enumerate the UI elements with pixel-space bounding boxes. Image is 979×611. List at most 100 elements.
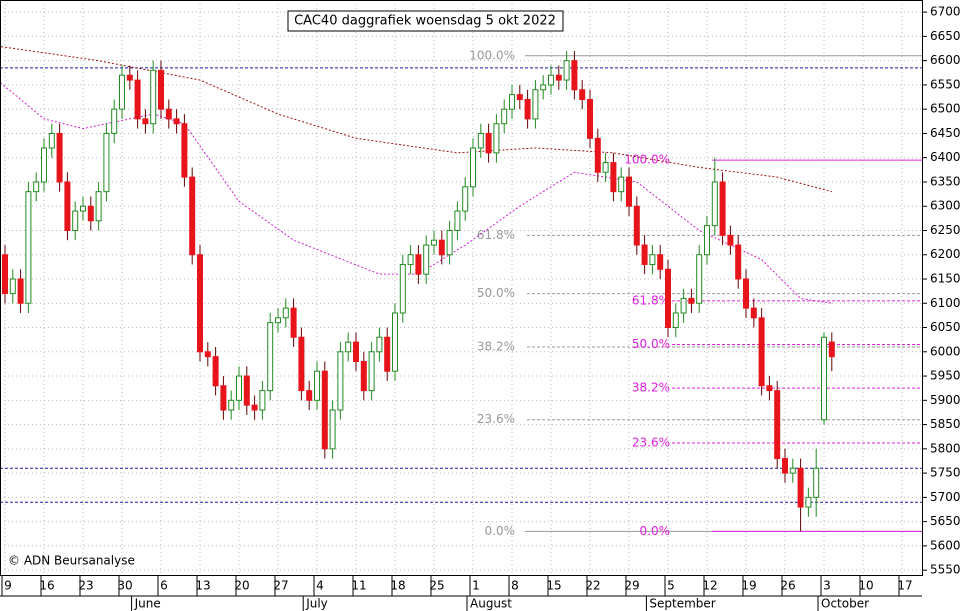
candle-body: [282, 307, 289, 319]
candle-body: [56, 132, 63, 183]
candle-body: [711, 181, 718, 227]
candle-body: [41, 147, 47, 183]
candle-body: [657, 254, 664, 270]
candle-body: [181, 123, 188, 178]
candle-body: [150, 69, 157, 125]
candle-body: [524, 98, 531, 120]
fib-label: 61.8%: [632, 293, 670, 307]
candle-body: [454, 210, 461, 231]
candle-body: [501, 108, 508, 125]
x-tick-label: 23: [78, 579, 93, 593]
candle-body: [618, 176, 625, 193]
candle-body: [563, 60, 570, 81]
x-tick-label: 1: [472, 579, 480, 593]
candle-body: [165, 108, 172, 120]
x-tick-label: 19: [741, 579, 756, 593]
x-tick-label: 15: [546, 579, 561, 593]
candle-body: [111, 108, 118, 134]
candle-body: [688, 297, 695, 304]
candle-body: [314, 370, 320, 401]
y-tick-label: 6000: [930, 344, 961, 358]
candle-body: [540, 84, 547, 91]
candle-body: [680, 297, 687, 314]
candle-body: [329, 409, 336, 450]
candle-body: [782, 458, 788, 474]
candle-body: [477, 132, 484, 149]
month-label: June: [134, 597, 161, 611]
candle-body: [197, 254, 203, 353]
x-tick-label: 8: [511, 579, 519, 593]
candle-body: [345, 341, 352, 353]
candle-body: [789, 467, 796, 474]
x-tick-label: 13: [195, 579, 210, 593]
fib-label: 100.0%: [624, 153, 670, 167]
candle-body: [275, 317, 281, 324]
x-tick-label: 6: [160, 579, 168, 593]
fib-label: 50.0%: [632, 337, 670, 351]
y-tick-label: 6500: [930, 102, 961, 116]
candle-body: [423, 244, 430, 275]
candle-body: [805, 496, 812, 508]
candle-body: [173, 118, 180, 125]
candle-body: [80, 205, 86, 212]
candle-body: [103, 132, 110, 193]
candle-body: [743, 278, 749, 309]
x-tick-label: 9: [4, 579, 12, 593]
candle-body: [828, 341, 835, 358]
candle-body: [571, 60, 578, 91]
y-tick-label: 6700: [930, 5, 961, 19]
candle-body: [17, 278, 24, 304]
x-tick-label: 11: [351, 579, 366, 593]
x-tick-label: 20: [234, 579, 249, 593]
x-tick-label: 27: [273, 579, 288, 593]
candle-body: [399, 263, 406, 314]
candle-body: [750, 307, 757, 319]
candle-body: [485, 132, 492, 154]
x-tick-label: 5: [667, 579, 675, 593]
chart-title: CAC40 daggrafiek woensdag 5 okt 2022: [294, 14, 556, 29]
month-label: September: [649, 597, 715, 611]
plot-border: [0, 0, 923, 576]
fib-label: 61.8%: [477, 228, 515, 242]
candle-body: [212, 356, 219, 387]
candle-body: [134, 79, 141, 120]
candle-body: [587, 98, 593, 139]
candle-body: [649, 254, 656, 265]
candle-body: [142, 118, 149, 125]
candle-body: [243, 375, 250, 406]
y-tick-label: 6150: [930, 272, 961, 286]
candle-body: [236, 375, 242, 401]
x-tick-label: 30: [117, 579, 132, 593]
y-tick-label: 5750: [930, 466, 961, 480]
month-label: August: [470, 597, 512, 611]
candle-body: [462, 186, 469, 212]
candle-body: [360, 360, 367, 392]
candle-body: [95, 191, 102, 222]
candle-body: [766, 385, 773, 392]
candle-body: [509, 94, 515, 110]
candle-body: [602, 162, 609, 173]
month-label: October: [821, 597, 869, 611]
candle-body: [2, 254, 8, 295]
fib-label: 23.6%: [477, 412, 515, 426]
x-tick-label: 25: [429, 579, 444, 593]
candle-body: [431, 239, 437, 246]
fib-label: 100.0%: [469, 48, 515, 62]
y-tick-label: 6050: [930, 320, 961, 334]
candle-body: [119, 74, 125, 110]
moving-average: [0, 45, 832, 193]
candle-body: [532, 89, 539, 120]
axes: 5550 5600 5650 5700 5750 5800 5850 5900 5950 6000…: [1, 5, 961, 611]
candle-body: [158, 69, 164, 110]
y-tick-label: 6250: [930, 223, 961, 237]
candle-body: [298, 336, 305, 392]
candle-body: [228, 399, 235, 411]
candle-body: [189, 176, 196, 256]
fib-label: 50.0%: [477, 286, 515, 300]
candle-body: [368, 351, 375, 392]
candle-body: [267, 322, 274, 392]
y-tick-label: 6650: [930, 29, 961, 43]
fib-label: 38.2%: [477, 339, 515, 353]
candle-body: [407, 254, 414, 265]
